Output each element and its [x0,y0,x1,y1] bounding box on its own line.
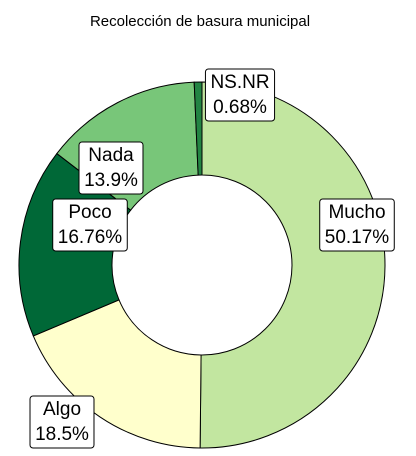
label-box [29,395,95,449]
donut-slice [193,81,203,176]
label-name: Algo [43,399,81,420]
label-name: NS.NR [210,72,269,93]
label-value: 18.5% [35,424,89,445]
label-name: Nada [88,145,134,166]
slice-label: Poco 16.76% [52,198,128,252]
slice-label: NS.NR 0.68% [204,68,276,122]
label-box [52,198,128,252]
label-value: 50.17% [325,227,390,248]
label-value: 0.68% [213,97,267,118]
label-box [319,198,395,252]
slice-label: Mucho 50.17% [319,198,395,252]
label-box [204,68,276,122]
chart-title: Recolección de basura municipal [90,13,310,30]
label-box [78,141,144,195]
label-value: 13.9% [84,170,138,191]
label-value: 16.76% [58,227,123,248]
slice-label: Nada 13.9% [78,141,144,195]
donut-slice [32,299,202,449]
label-name: Poco [68,202,111,223]
slice-label: Algo 18.5% [29,395,95,449]
donut-slice [199,81,386,449]
label-name: Mucho [328,202,385,223]
